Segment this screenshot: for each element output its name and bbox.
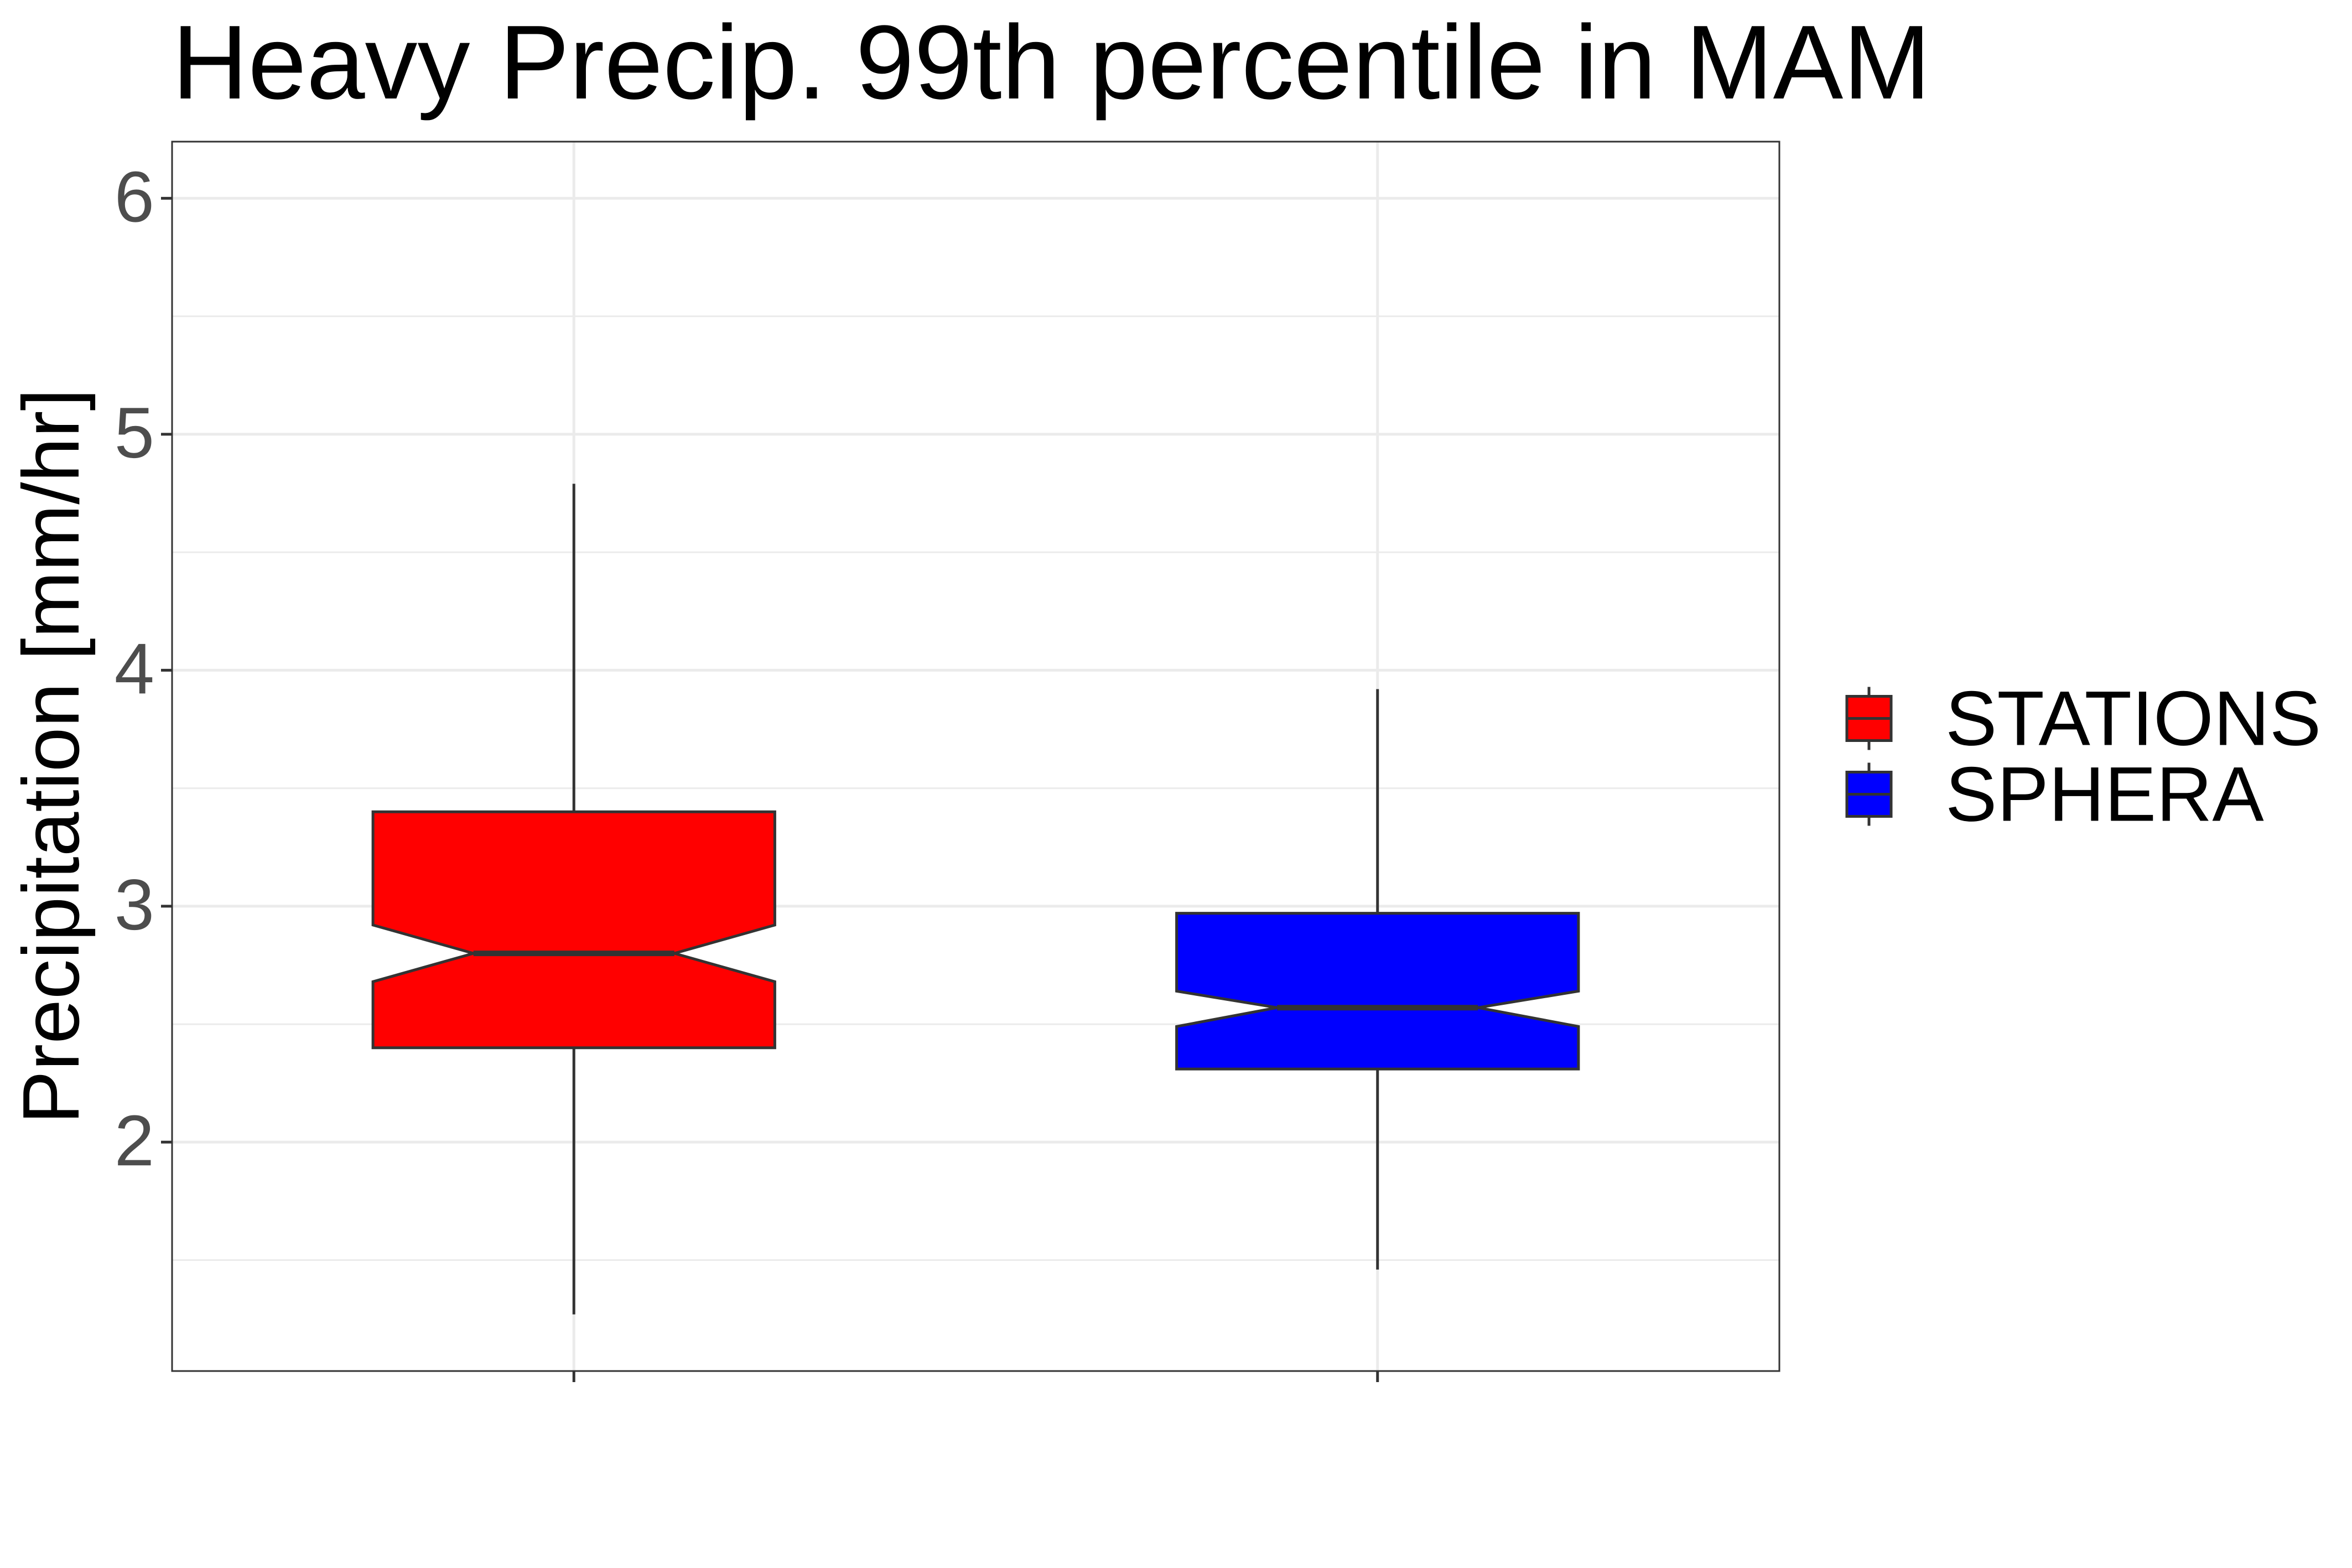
legend-label: SPHERA bbox=[1945, 751, 2264, 838]
box-stations bbox=[371, 810, 776, 1050]
axes: 2 3 4 5 6 bbox=[115, 156, 1379, 1382]
y-tick-label: 4 bbox=[115, 628, 154, 709]
y-tick-label: 3 bbox=[115, 864, 154, 945]
box-sphera bbox=[1175, 912, 1580, 1071]
y-axis-label: Precipitation [mm/hr] bbox=[6, 388, 96, 1124]
grid bbox=[172, 142, 1779, 1371]
plot-panel-border bbox=[171, 141, 1780, 1372]
chart-title: Heavy Precip. 99th percentile in MAM bbox=[172, 4, 1931, 121]
legend-label: STATIONS bbox=[1945, 675, 2321, 762]
boxes bbox=[371, 484, 1580, 1315]
legend-item-sphera: SPHERA bbox=[1845, 751, 2264, 838]
legend-item-stations: STATIONS bbox=[1845, 675, 2321, 762]
y-tick-label: 6 bbox=[115, 156, 154, 237]
box-group-sphera bbox=[1175, 689, 1580, 1270]
y-tick-label: 5 bbox=[115, 392, 154, 473]
y-tick-label: 2 bbox=[115, 1100, 154, 1181]
box-group-stations bbox=[371, 484, 776, 1315]
